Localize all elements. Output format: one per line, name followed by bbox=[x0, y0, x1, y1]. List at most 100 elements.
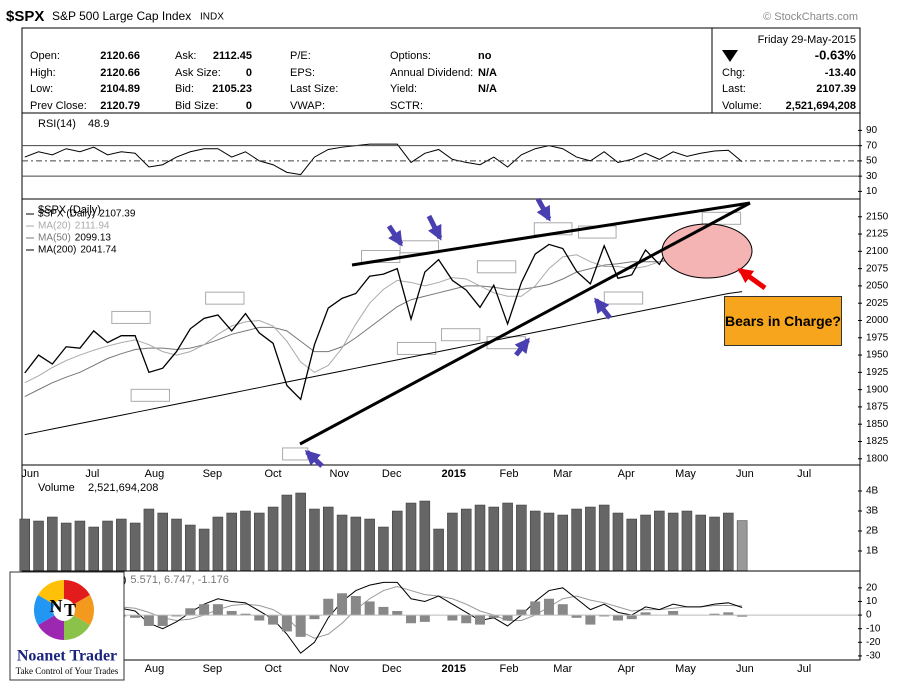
histogram-bar bbox=[88, 609, 99, 616]
histogram-bar bbox=[157, 615, 168, 626]
x-tick-label: Oct bbox=[265, 663, 282, 675]
y-tick-label: -30 bbox=[866, 651, 881, 662]
volume-bar bbox=[681, 510, 693, 572]
x-tick-label: Jul bbox=[797, 663, 811, 675]
volume-bar bbox=[460, 508, 472, 572]
x-tick-label: May bbox=[675, 663, 696, 675]
quote-label: Ask Size: bbox=[175, 67, 221, 79]
price-label-box bbox=[603, 291, 644, 305]
volume-bar bbox=[47, 516, 58, 572]
line bbox=[24, 239, 743, 384]
volume-bar bbox=[405, 502, 417, 572]
histogram-bar bbox=[626, 615, 637, 620]
volume-bar bbox=[19, 518, 31, 572]
volume-bar bbox=[598, 504, 610, 572]
volume-bar bbox=[143, 508, 155, 572]
x-tick-label: Nov bbox=[330, 663, 350, 675]
quote-label: Open: bbox=[30, 50, 60, 62]
histogram-bar bbox=[488, 615, 499, 618]
volume-bar bbox=[88, 526, 99, 572]
line bbox=[24, 251, 743, 397]
y-tick-label: 2125 bbox=[866, 229, 889, 240]
volume-bar bbox=[543, 512, 555, 572]
y-tick-label: 2050 bbox=[866, 281, 889, 292]
symbol: $SPX bbox=[6, 8, 44, 25]
histogram-bar bbox=[723, 612, 734, 616]
histogram-bar bbox=[668, 610, 679, 616]
volume-bar bbox=[447, 512, 458, 572]
y-tick-label: 2025 bbox=[866, 298, 889, 309]
quote-value: 0 bbox=[246, 100, 252, 112]
y-tick-label: 2B bbox=[866, 526, 879, 537]
histogram-bar bbox=[281, 615, 292, 632]
quote-value: 2104.89 bbox=[100, 83, 140, 95]
volume-bar bbox=[129, 522, 141, 572]
y-tick-label: 1900 bbox=[866, 384, 889, 395]
histogram-bar bbox=[419, 615, 430, 622]
quote-label: Prev Close: bbox=[30, 100, 87, 112]
volume-bar bbox=[557, 514, 569, 572]
quote-label: Bid: bbox=[175, 83, 194, 95]
quote-label: Bid Size: bbox=[175, 100, 218, 112]
y-tick-label: 1875 bbox=[866, 402, 889, 413]
y-tick-label: 1850 bbox=[866, 419, 889, 430]
y-tick-label: 2150 bbox=[866, 211, 889, 222]
price-label-box bbox=[441, 328, 481, 342]
y-tick-label: 4B bbox=[866, 486, 879, 497]
y-tick-label: 1925 bbox=[866, 367, 889, 378]
quote-label: Ask: bbox=[175, 50, 196, 62]
volume-bar bbox=[488, 506, 500, 572]
legend-name: $SPX (Daily) bbox=[38, 209, 95, 220]
quote-label: SCTR: bbox=[390, 100, 423, 112]
histogram-bar bbox=[33, 610, 44, 616]
x-tick-label: Apr bbox=[618, 468, 635, 480]
line bbox=[24, 585, 743, 639]
panel-title: Volume bbox=[38, 482, 75, 494]
callout: Bears in Charge? bbox=[724, 296, 842, 346]
quote-value: no bbox=[478, 50, 492, 62]
x-tick-label: Jul bbox=[797, 468, 811, 480]
volume-bar bbox=[185, 524, 196, 572]
histogram-bar bbox=[295, 615, 306, 637]
x-tick-label: Jun bbox=[21, 468, 39, 480]
volume-bar bbox=[240, 510, 251, 572]
quote-value: N/A bbox=[478, 67, 497, 79]
histogram-bar bbox=[350, 596, 361, 616]
panel-value: 48.9 bbox=[88, 118, 109, 130]
x-tick-label: Aug bbox=[145, 663, 165, 675]
volume-bar bbox=[433, 528, 444, 572]
histogram-bar bbox=[571, 615, 582, 618]
histogram-bar bbox=[530, 601, 541, 616]
legend-name: MA(50) bbox=[38, 233, 71, 244]
y-tick-label: 10 bbox=[866, 186, 878, 197]
volume-bar bbox=[295, 492, 306, 572]
y-tick-label: 2000 bbox=[866, 315, 889, 326]
panel-title: RSI(14) bbox=[38, 118, 76, 130]
y-tick-label: 10 bbox=[866, 596, 878, 607]
quote-value: 2107.39 bbox=[816, 83, 856, 95]
quote-label: Low: bbox=[30, 83, 53, 95]
quote-value: 2120.66 bbox=[100, 50, 140, 62]
y-tick-label: 2100 bbox=[866, 246, 889, 257]
quote-value: N/A bbox=[478, 83, 497, 95]
price-label-box bbox=[205, 291, 245, 305]
volume-bar bbox=[281, 494, 293, 572]
volume-bar bbox=[157, 512, 168, 572]
histogram-bar bbox=[585, 615, 596, 625]
volume-bar bbox=[364, 518, 375, 572]
histogram-bar bbox=[185, 608, 196, 616]
volume-bar bbox=[309, 508, 320, 572]
volume-bar bbox=[102, 520, 113, 572]
down-arrow bbox=[722, 50, 738, 62]
y-tick-label: -20 bbox=[866, 637, 881, 648]
y-tick-label: 20 bbox=[866, 582, 878, 593]
change-pct: -0.63% bbox=[815, 47, 857, 62]
volume-bar bbox=[378, 526, 389, 572]
name: S&P 500 Large Cap Index bbox=[52, 9, 191, 23]
histogram-bar bbox=[268, 615, 279, 625]
histogram-bar bbox=[254, 615, 265, 621]
y-tick-label: 70 bbox=[866, 140, 878, 151]
quote-value: -13.40 bbox=[825, 67, 856, 79]
